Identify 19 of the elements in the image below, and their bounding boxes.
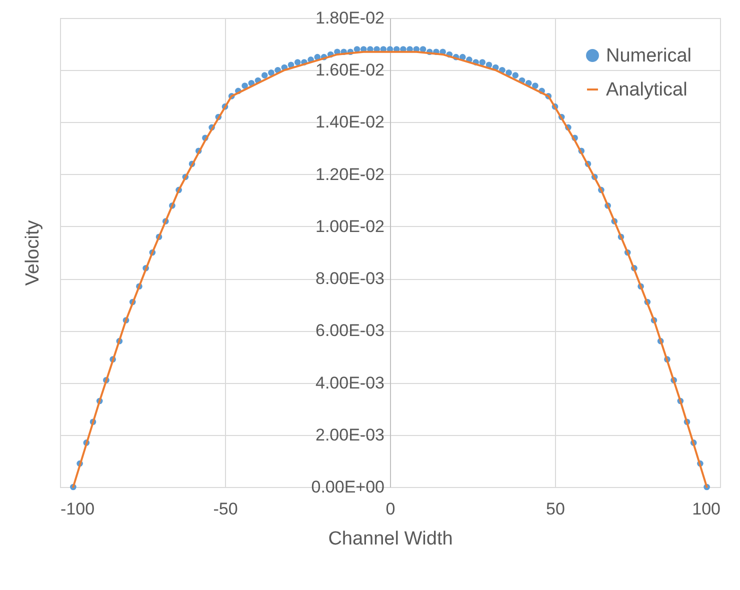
x-tick-label: 0 [386, 500, 396, 518]
y-tick-label: 1.00E-02 [316, 216, 384, 236]
y-tick-label: 1.80E-02 [316, 8, 384, 28]
y-tick-label: 1.40E-02 [316, 112, 384, 132]
x-tick-label: 100 [692, 500, 720, 518]
y-tick-label: 1.20E-02 [316, 164, 384, 184]
y-tick-label: 4.00E-03 [316, 373, 384, 392]
legend-label: Numerical [606, 46, 692, 66]
legend-label: Analytical [606, 80, 688, 100]
x-tick-label: -100 [60, 500, 95, 518]
x-tick-label: -50 [213, 500, 238, 518]
y-tick-label: 0.00E+00 [311, 478, 384, 496]
y-tick-label: 8.00E-03 [316, 269, 384, 288]
y-tick-label: 2.00E-03 [316, 425, 384, 444]
x-tick-label: 50 [546, 500, 565, 518]
y-axis-title: Velocity [22, 220, 44, 286]
x-axis-title: Channel Width [328, 528, 453, 550]
y-tick-label: 6.00E-03 [316, 321, 384, 340]
y-tick-label: 1.60E-02 [316, 60, 384, 80]
